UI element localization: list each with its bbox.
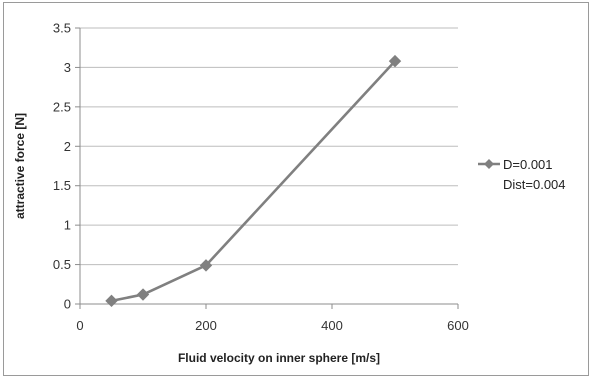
legend-label-0-1: Dist=0.004 — [503, 177, 566, 192]
series-group — [105, 54, 402, 308]
y-tick-label-5: 2.5 — [53, 99, 71, 114]
y-tick-labels: 0 0.5 1 1.5 2 2.5 3 3.5 — [53, 21, 71, 312]
y-tick-label-0: 0 — [64, 297, 71, 312]
y-tick-label-2: 1 — [64, 218, 71, 233]
data-point-0-1 — [136, 288, 150, 301]
axes — [75, 27, 459, 309]
x-tick-label-1: 200 — [195, 318, 217, 333]
legend-label-0-0: D=0.001 — [503, 157, 553, 172]
legend-marker-0 — [484, 159, 494, 169]
y-tick-label-7: 3.5 — [53, 21, 71, 36]
chart-frame — [3, 2, 589, 376]
x-axis-title: Fluid velocity on inner sphere [m/s] — [178, 351, 380, 365]
x-tick-label-3: 600 — [447, 318, 469, 333]
legend: D=0.001 Dist=0.004 — [478, 157, 566, 192]
data-point-0-0 — [105, 294, 118, 308]
y-axis-title: attractive force [N] — [13, 113, 27, 219]
y-tick-label-6: 3 — [64, 60, 71, 75]
data-point-0-2 — [199, 259, 213, 272]
gridlines — [80, 27, 458, 266]
x-tick-label-0: 0 — [76, 318, 83, 333]
x-tick-label-2: 400 — [321, 318, 343, 333]
data-point-0-3 — [388, 54, 402, 68]
series-line-0 — [111, 60, 396, 303]
y-tick-label-1: 0.5 — [53, 257, 71, 272]
y-tick-label-3: 1.5 — [53, 178, 71, 193]
y-tick-label-4: 2 — [64, 139, 71, 154]
x-tick-labels: 0 200 400 600 — [76, 318, 468, 333]
